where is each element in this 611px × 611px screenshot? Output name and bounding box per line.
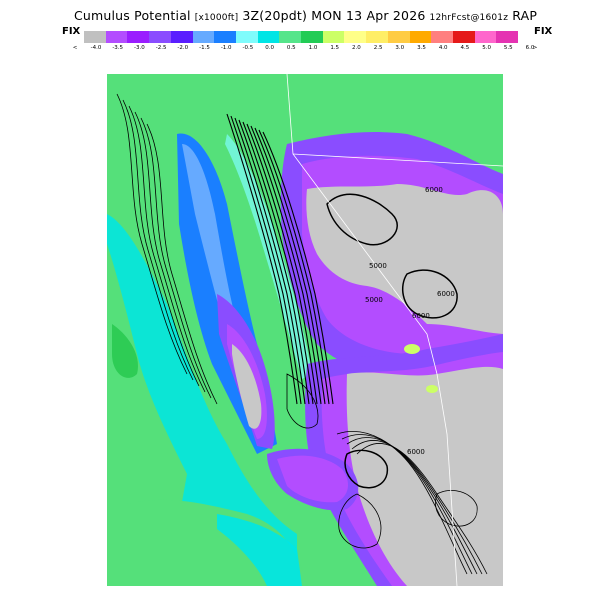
legend-swatch xyxy=(344,31,367,43)
contour-line xyxy=(338,493,382,549)
cape-yellow-spot xyxy=(404,344,420,354)
legend-tick-label: 2.0 xyxy=(352,45,361,51)
contour-line xyxy=(262,131,334,405)
contour-line xyxy=(122,99,194,381)
northeast-gray-region xyxy=(306,184,503,334)
legend-swatch xyxy=(105,31,128,43)
legend-swatch xyxy=(257,31,280,43)
contour-line xyxy=(246,123,318,405)
cape-yellow-spot xyxy=(426,385,438,393)
contour-line xyxy=(140,117,212,399)
south-coastal-cyan-region xyxy=(217,514,302,586)
legend-tick-label: 5.5 xyxy=(503,45,513,51)
legend-tick-label: 6.0 xyxy=(525,45,535,51)
legend-swatch xyxy=(192,31,215,43)
contour-labels: 5000 6000 6000 5000 6000 6000 xyxy=(365,186,455,456)
legend-swatch xyxy=(409,31,432,43)
legend-ticks: < > -4.0 -3.5 -3.0 -2.5 -2.0 -1.5 -1.0 -0.5 0.0 0… xyxy=(70,45,540,55)
state-border xyxy=(286,74,458,586)
legend-tick-label: -1.5 xyxy=(199,45,210,51)
legend-swatch xyxy=(214,31,236,43)
contour-line xyxy=(401,269,458,319)
contour-line xyxy=(286,373,319,429)
legend-swatch xyxy=(387,31,410,43)
legend-swatch xyxy=(301,31,323,43)
state-border xyxy=(292,153,503,167)
contour-line xyxy=(435,490,478,527)
contour-line xyxy=(146,123,218,405)
legend-tick-label: 4.5 xyxy=(460,45,470,51)
legend-swatch xyxy=(452,31,475,43)
contour-line xyxy=(351,440,483,575)
contour-label: 6000 xyxy=(407,448,425,456)
title-units: [x1000ft] xyxy=(194,13,239,23)
legend-tick-label: -0.5 xyxy=(242,45,254,51)
contour-lines xyxy=(116,93,488,575)
legend-swatch xyxy=(84,31,106,43)
legend-swatch xyxy=(496,31,519,43)
legend-tick-label: 0.5 xyxy=(286,45,296,51)
legend-tick-label: -3.5 xyxy=(112,45,124,51)
legend-tick-label: 0.0 xyxy=(265,45,274,51)
contour-line xyxy=(254,127,326,405)
legend-swatch xyxy=(279,31,302,43)
contour-label: 6000 xyxy=(425,186,443,194)
contour-line xyxy=(341,434,473,575)
legend-swatch xyxy=(431,31,453,43)
title-valid-time: 3Z(20pdt) MON 13 Apr 2026 xyxy=(242,8,426,23)
socal-violet-region xyxy=(277,455,349,503)
valley-lightblue-region xyxy=(182,144,237,329)
title-model: RAP xyxy=(512,8,538,23)
legend-swatch xyxy=(149,31,171,43)
contour-line xyxy=(128,105,200,387)
chart-title: Cumulus Potential [x1000ft] 3Z(20pdt) MO… xyxy=(0,8,611,23)
legend-tick-label: 5.0 xyxy=(482,45,491,51)
contour-line xyxy=(336,431,468,575)
contour-label: 5000 xyxy=(365,296,383,304)
legend-left-label: FIX xyxy=(62,26,81,37)
contour-line xyxy=(116,93,188,375)
legend-tick-label: 1.0 xyxy=(308,45,318,51)
legend-swatch xyxy=(322,31,345,43)
contour-label: 6000 xyxy=(437,290,455,298)
contour-line xyxy=(230,115,302,405)
legend-right-label: FIX xyxy=(534,26,553,37)
legend-tick-label: -2.5 xyxy=(155,45,167,51)
legend-swatch xyxy=(366,31,388,43)
contour-line xyxy=(234,117,306,405)
legend-tick-label: 1.5 xyxy=(330,45,340,51)
legend-tick-label: -4.0 xyxy=(90,45,102,51)
contour-label: 5000 xyxy=(369,262,387,270)
sierra-cyan-region xyxy=(225,134,312,379)
legend-tick-label: -2.0 xyxy=(177,45,189,51)
legend-swatch xyxy=(170,31,193,43)
legend-swatch xyxy=(235,31,258,43)
valley-gray-region xyxy=(232,344,262,429)
contour-line xyxy=(258,129,330,405)
title-forecast: 12hrFcst@1601z xyxy=(429,13,509,23)
legend-tick-label: 2.5 xyxy=(373,45,383,51)
legend-tick-label: 4.0 xyxy=(438,45,448,51)
contour-line xyxy=(344,449,389,489)
legend-arrow-left: < xyxy=(72,45,78,51)
legend-tick-label: -1.0 xyxy=(220,45,232,51)
legend-swatch xyxy=(474,31,497,43)
forecast-map: 5000 6000 6000 5000 6000 6000 xyxy=(107,74,503,586)
offshore-green-patch xyxy=(112,324,138,378)
color-legend xyxy=(84,31,519,43)
legend-arrow-right: > xyxy=(532,45,538,51)
legend-tick-label: -3.0 xyxy=(134,45,145,51)
contour-line xyxy=(242,121,314,405)
contour-line xyxy=(346,437,478,575)
contour-label: 6000 xyxy=(412,312,430,320)
contour-line xyxy=(250,125,322,405)
contour-line xyxy=(326,193,398,246)
contour-line xyxy=(134,111,206,393)
legend-tick-label: 3.5 xyxy=(417,45,426,51)
legend-swatch xyxy=(127,31,150,43)
contour-line xyxy=(226,113,298,405)
legend-tick-label: 3.0 xyxy=(395,45,405,51)
contour-line xyxy=(238,119,310,405)
title-product: Cumulus Potential xyxy=(73,8,191,23)
